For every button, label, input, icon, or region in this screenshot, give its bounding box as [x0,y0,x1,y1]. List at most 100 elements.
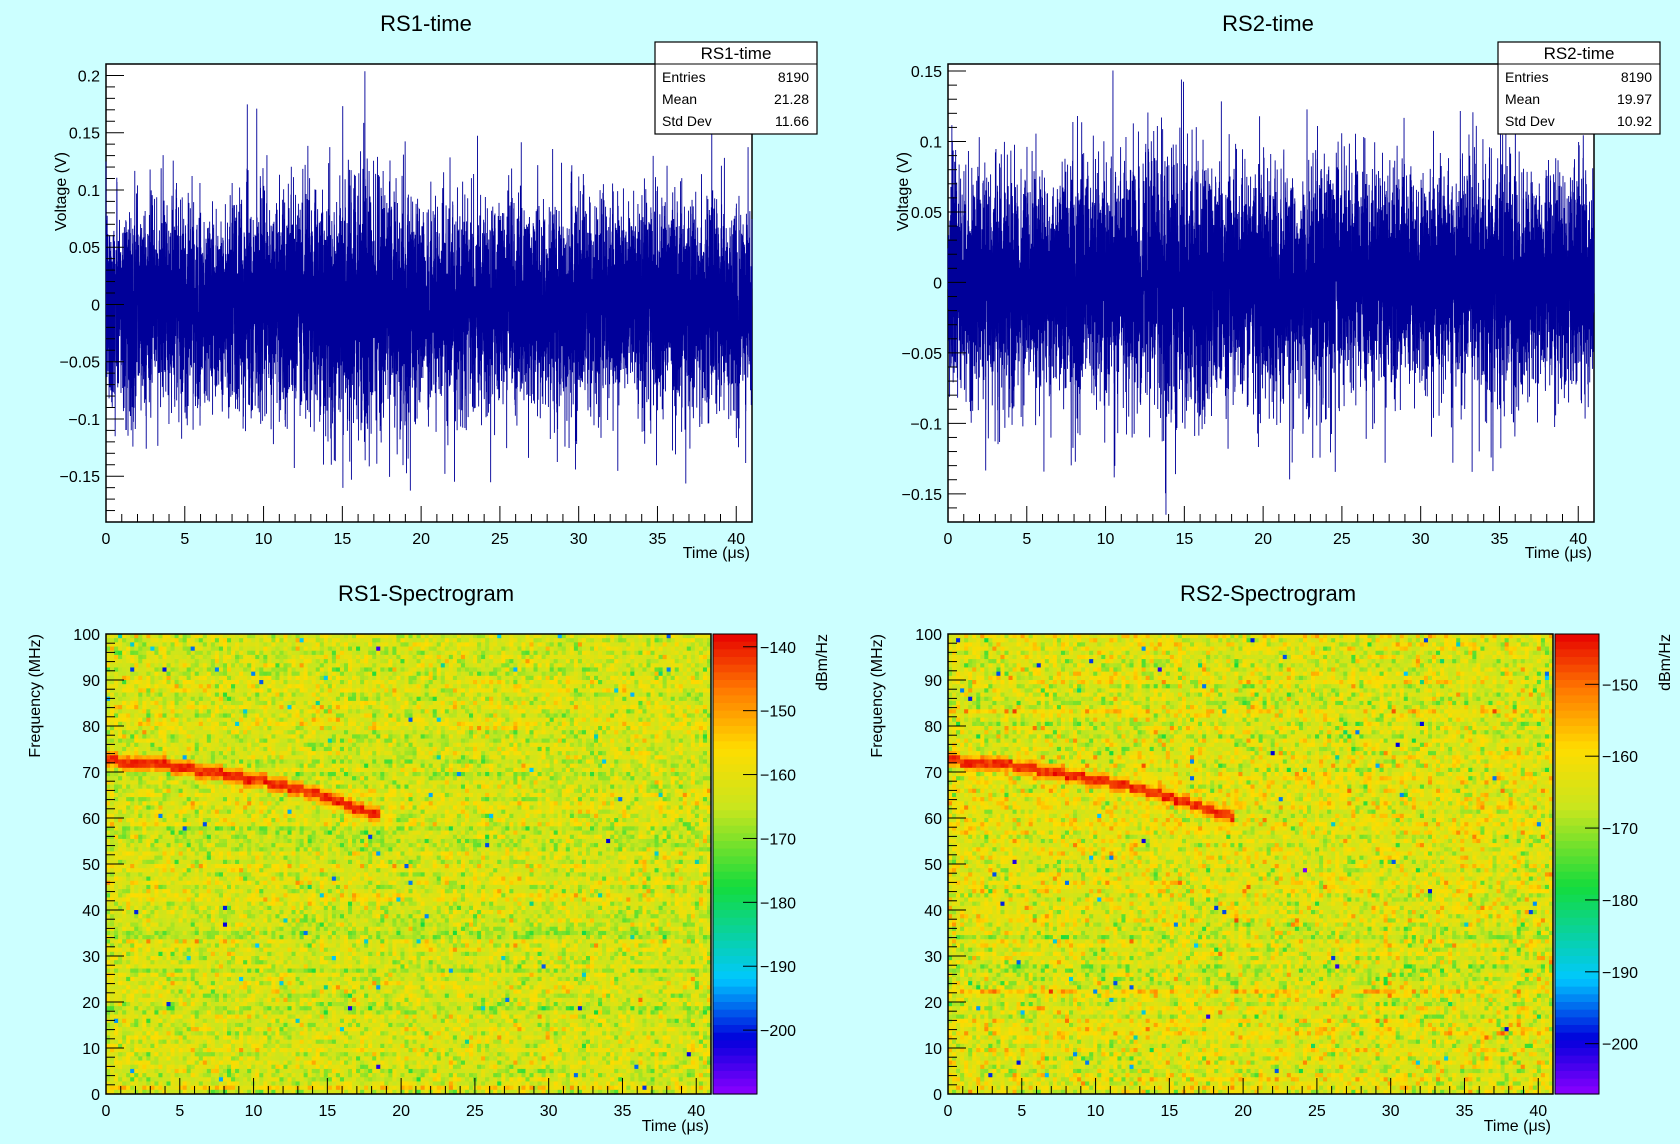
heatmap-cell [570,713,575,718]
heatmap-cell [473,713,478,718]
heatmap-cell [449,680,454,685]
heatmap-cell [271,726,276,731]
heatmap-cell [150,734,155,739]
heatmap-cell [646,672,651,677]
heatmap-cell [622,667,627,672]
heatmap-cell [602,680,607,685]
heatmap-cell [493,705,498,710]
heatmap-cell [296,726,301,731]
heatmap-cell [384,713,389,718]
heatmap-cell [606,734,611,739]
heatmap-cell [158,709,163,714]
heatmap-cell [239,684,244,689]
heatmap-cell [259,663,264,668]
heatmap-cell [392,734,397,739]
heatmap-cell [142,676,147,681]
heatmap-cell [485,651,490,656]
heatmap-cell [195,642,200,647]
heatmap-cell [118,709,123,714]
heatmap-cell [493,709,498,714]
heatmap-cell [646,697,651,702]
heatmap-cell [360,676,365,681]
heatmap-cell [687,663,692,668]
heatmap-cell [336,647,341,652]
heatmap-cell [150,722,155,727]
heatmap-cell [437,705,442,710]
heatmap-cell [453,655,458,660]
heatmap-cell [191,663,196,668]
heatmap-cell [461,667,466,672]
heatmap-cell [513,701,518,706]
heatmap-cell [473,697,478,702]
heatmap-cell [534,734,539,739]
heatmap-cell [501,647,506,652]
heatmap-cell [622,688,627,693]
heatmap-cell [521,651,526,656]
heatmap-cell [421,701,426,706]
heatmap-cell [497,726,502,731]
heatmap-cell [417,655,422,660]
heatmap-cell [517,642,522,647]
heatmap-cell [142,701,147,706]
y-tick-label: 0.1 [920,135,942,152]
heatmap-cell [618,659,623,664]
heatmap-cell [235,701,240,706]
heatmap-cell [279,667,284,672]
heatmap-cell [316,676,321,681]
heatmap-cell [392,730,397,735]
heatmap-cell [554,693,559,698]
heatmap-cell [368,680,373,685]
heatmap-cell [453,667,458,672]
heatmap-cell [304,647,309,652]
heatmap-cell [433,718,438,723]
heatmap-cell [296,739,301,744]
heatmap-cell [598,734,603,739]
heatmap-cell [602,705,607,710]
heatmap-cell [199,642,204,647]
heatmap-cell [154,739,159,744]
heatmap-cell [231,734,236,739]
heatmap-cell [352,693,357,698]
heatmap-cell [118,705,123,710]
heatmap-cell [566,693,571,698]
heatmap-cell [158,743,163,748]
heatmap-cell [312,663,317,668]
heatmap-cell [275,743,280,748]
heatmap-cell [546,709,551,714]
heatmap-cell [396,680,401,685]
heatmap-cell [671,676,676,681]
heatmap-cell [271,713,276,718]
heatmap-cell [675,730,680,735]
heatmap-cell [162,659,167,664]
heatmap-cell [372,730,377,735]
heatmap-cell [219,680,224,685]
stats-box: RS2-time Entries 8190 Mean 19.97 Std Dev… [1498,42,1660,134]
heatmap-cell [352,676,357,681]
heatmap-cell [530,688,535,693]
heatmap-cell [525,676,530,681]
heatmap-cell [602,659,607,664]
heatmap-cell [171,663,176,668]
heatmap-cell [469,676,474,681]
heatmap-cell [372,693,377,698]
heatmap-cell [477,718,482,723]
heatmap-cell [610,680,615,685]
heatmap-cell [312,693,317,698]
heatmap-cell [594,659,599,664]
heatmap-cell [691,726,696,731]
heatmap-cell [191,739,196,744]
heatmap-cell [594,713,599,718]
heatmap-cell [509,684,514,689]
heatmap-cell [530,638,535,643]
heatmap-cell [659,642,664,647]
heatmap-cell [283,722,288,727]
heatmap-cell [158,705,163,710]
heatmap-cell [594,693,599,698]
heatmap-cell [171,726,176,731]
heatmap-cell [146,655,151,660]
heatmap-cell [517,705,522,710]
x-tick-label: 0 [102,531,111,548]
heatmap-cell [667,642,672,647]
heatmap-cell [445,663,450,668]
heatmap-cell [421,713,426,718]
